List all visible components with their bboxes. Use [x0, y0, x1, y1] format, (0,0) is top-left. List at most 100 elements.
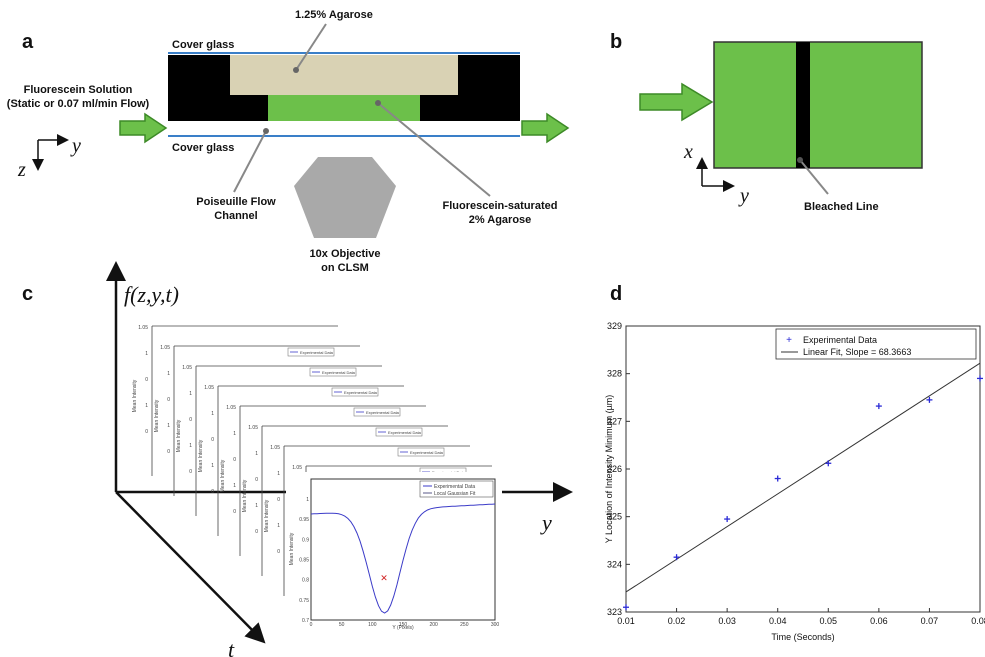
- objective-label-line1: 10x Objective: [310, 248, 381, 260]
- front-y-tick: 0.7: [302, 618, 309, 624]
- back-plot-ylabel: Mean Intensity: [198, 439, 204, 472]
- bleached-pointer-dot: [797, 157, 803, 163]
- front-plot: 0 50 100 150 200 250 300 1 0.95 0.9 0.85 0.8 0.75 0.7…: [286, 472, 502, 632]
- axis-t-arrow: [115, 491, 266, 644]
- front-legend-item-1: Experimental Data: [434, 484, 475, 490]
- front-x-tick: 0: [310, 622, 313, 628]
- back-legend-box: [353, 407, 401, 417]
- front-y-tick: 0.95: [299, 517, 309, 523]
- legend-item-fit: Linear Fit, Slope = 68.3663: [803, 347, 911, 357]
- y-tick-label: 325: [607, 512, 622, 522]
- front-x-tick: 300: [491, 622, 500, 628]
- bleached-line-bar: [796, 42, 810, 168]
- minimum-marker-icon: ✕: [380, 573, 388, 583]
- back-legend-text: Experimental Data: [410, 450, 444, 455]
- back-plot-tick: 1: [233, 431, 236, 437]
- back-plot-tick: 1: [255, 503, 258, 509]
- saturated-agarose-block: [268, 95, 420, 121]
- back-plot-tick: 0: [167, 449, 170, 455]
- back-legend-text: Experimental Data: [344, 390, 378, 395]
- front-xlabel: Y (Pixels): [392, 625, 414, 631]
- back-plot: 1.05 1 0 1 0 Mean Intensity Experimental Data: [154, 345, 360, 496]
- solution-label-line1: Fluorescein Solution: [24, 84, 133, 96]
- back-plot-tick: 0: [167, 397, 170, 403]
- axis-y-label-b: y: [738, 185, 749, 207]
- scatter-ticks: 0.01 0.02 0.03 0.04 0.05 0.06 0.07 0.08 323 324 32…: [607, 321, 985, 626]
- legend-point-icon: +: [786, 335, 792, 346]
- front-y-tick: 1: [306, 497, 309, 503]
- back-plot-tick: 0: [233, 457, 236, 463]
- back-plot-tick: 0: [233, 509, 236, 515]
- back-plot-tick: 1: [277, 471, 280, 477]
- scatter-legend-box: [775, 328, 977, 360]
- back-plot-tick: 0: [277, 549, 280, 555]
- back-legend-text: Experimental Data: [300, 350, 334, 355]
- back-plot-tick: 1: [145, 403, 148, 409]
- back-plot-ylabel: Mean Intensity: [132, 379, 138, 412]
- back-legend-box: [375, 427, 423, 437]
- front-x-tick: 100: [368, 622, 377, 628]
- t-label-c: t: [228, 637, 235, 657]
- bleached-pointer: [799, 159, 829, 195]
- back-plot-tick: 1: [211, 411, 214, 417]
- back-plot-tick: 1: [167, 371, 170, 377]
- back-plot-ylabel: Mean Intensity: [220, 459, 226, 492]
- back-plot-ylabel: Mean Intensity: [242, 479, 248, 512]
- data-point: [977, 375, 983, 382]
- back-plot-tick: 0: [189, 469, 192, 475]
- back-plot-tick: 1: [277, 523, 280, 529]
- front-x-tick: 50: [339, 622, 345, 628]
- x-tick-label: 0.01: [617, 616, 635, 626]
- x-tick-label: 0.07: [921, 616, 939, 626]
- axis-x-label-b: x: [683, 141, 693, 163]
- data-point: [875, 403, 882, 410]
- solution-label-line2: (Static or 0.07 ml/min Flow): [7, 98, 150, 110]
- objective-icon: [294, 157, 396, 238]
- back-plot-top-tick: 1.05: [226, 405, 236, 411]
- back-plot-tick: 1: [167, 423, 170, 429]
- panel-b: b Bleached Line x y: [610, 31, 923, 213]
- back-plot-ylabel: Mean Intensity: [264, 499, 270, 532]
- objective-label-line2: on CLSM: [321, 262, 369, 274]
- back-plot-tick: 0: [211, 489, 214, 495]
- front-plot-frame: [310, 478, 496, 621]
- axis-z-label: z: [17, 159, 26, 181]
- saturated-label-line1: Fluorescein-saturated: [443, 200, 558, 212]
- back-plot: 1.05 1 0 1 0 Mean Intensity Experimental Data: [198, 385, 404, 536]
- front-y-tick: 0.85: [299, 558, 309, 564]
- y-tick-label: 323: [607, 607, 622, 617]
- x-tick-label: 0.04: [769, 616, 787, 626]
- saturated-pointer-dot: [375, 100, 381, 106]
- y-tick-label: 327: [607, 416, 622, 426]
- front-y-tick: 0.9: [302, 537, 309, 543]
- panel-a: a Cover glass Cover glass 1.25% Agarose …: [7, 9, 570, 274]
- front-ylabel: Mean Intensity: [289, 532, 295, 565]
- data-point: [774, 475, 781, 482]
- front-y-tick: 0.8: [302, 578, 309, 584]
- cover-glass-bottom-label: Cover glass: [172, 142, 234, 154]
- back-plot: 1.05 1 0 1 0 Mean Intensity Experimental Data: [220, 405, 426, 556]
- back-plot-tick: 1: [211, 463, 214, 469]
- data-point: [926, 396, 933, 403]
- channel-label-line2: Channel: [214, 210, 257, 222]
- data-point: [724, 516, 731, 523]
- back-plot-tick: 0: [145, 429, 148, 435]
- panel-a-letter: a: [22, 31, 34, 53]
- back-legend-text: Experimental Data: [388, 430, 422, 435]
- back-plot-top-tick: 1.05: [138, 325, 148, 331]
- front-plot-bg: [286, 472, 502, 632]
- scatter-plot-frame: [625, 325, 981, 613]
- x-tick-label: 0.08: [971, 616, 985, 626]
- channel-pointer: [233, 130, 267, 193]
- x-tick-label: 0.03: [718, 616, 736, 626]
- scatter-xlabel: Time (Seconds): [771, 632, 834, 642]
- back-plot: 1.05 1 0 1 0 Mean Intensity Experimental Data: [176, 365, 382, 516]
- back-plot-tick: 1: [233, 483, 236, 489]
- panel-b-letter: b: [610, 31, 622, 53]
- x-tick-label: 0.06: [870, 616, 888, 626]
- data-point: [825, 460, 832, 467]
- back-plot-tick: 0: [211, 437, 214, 443]
- flow-arrow-icon: [639, 82, 714, 122]
- back-legend-box: [309, 367, 357, 377]
- channel-pointer-dot: [263, 128, 269, 134]
